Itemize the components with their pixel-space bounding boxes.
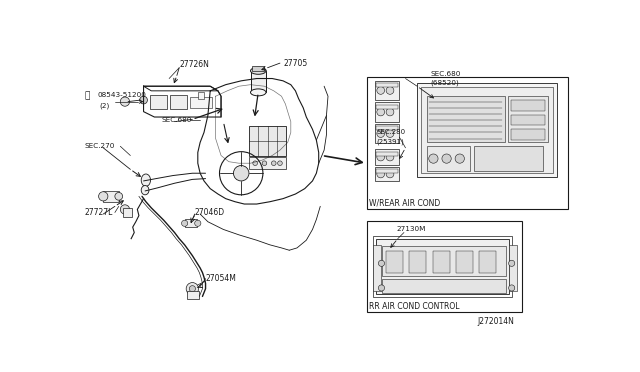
Circle shape xyxy=(253,161,257,166)
Bar xyxy=(374,124,399,143)
Text: J272014N: J272014N xyxy=(477,317,514,326)
Text: 08543-51200: 08543-51200 xyxy=(97,93,146,99)
Circle shape xyxy=(99,192,108,201)
Text: RR AIR COND CONTROL: RR AIR COND CONTROL xyxy=(369,302,460,311)
Bar xyxy=(376,126,397,130)
Circle shape xyxy=(182,220,188,226)
Bar xyxy=(382,279,506,293)
Circle shape xyxy=(271,161,276,166)
Text: SEC.280: SEC.280 xyxy=(376,129,405,135)
Bar xyxy=(410,251,426,273)
Circle shape xyxy=(442,154,451,163)
Circle shape xyxy=(377,87,385,94)
Text: (2): (2) xyxy=(99,102,109,109)
Text: SEC.680: SEC.680 xyxy=(161,117,192,123)
Circle shape xyxy=(509,260,515,266)
Circle shape xyxy=(455,154,465,163)
Bar xyxy=(479,251,496,273)
Bar xyxy=(249,157,286,169)
Bar xyxy=(374,150,399,165)
Bar xyxy=(386,251,403,273)
Bar xyxy=(367,77,568,209)
Bar xyxy=(417,83,557,177)
Circle shape xyxy=(115,192,123,200)
Circle shape xyxy=(386,108,394,116)
Text: W/REAR AIR COND: W/REAR AIR COND xyxy=(369,199,440,208)
Bar xyxy=(198,92,204,99)
Text: 27726N: 27726N xyxy=(179,60,209,69)
Text: 27054M: 27054M xyxy=(205,274,236,283)
Circle shape xyxy=(377,130,385,137)
Bar xyxy=(374,81,399,100)
Bar xyxy=(252,66,264,71)
Circle shape xyxy=(378,285,385,291)
Bar xyxy=(376,169,397,173)
Text: 27727L: 27727L xyxy=(84,208,113,217)
Bar xyxy=(421,87,553,173)
Bar xyxy=(170,96,187,109)
Circle shape xyxy=(140,96,147,104)
Bar xyxy=(250,71,266,92)
Text: 27705: 27705 xyxy=(283,59,307,68)
Bar xyxy=(184,219,197,227)
Bar xyxy=(509,245,517,291)
Bar xyxy=(433,251,450,273)
Bar xyxy=(373,235,513,297)
Bar xyxy=(428,146,470,171)
Bar xyxy=(367,221,522,312)
Circle shape xyxy=(234,166,249,181)
Circle shape xyxy=(278,161,282,166)
Circle shape xyxy=(189,286,195,292)
Bar xyxy=(374,102,399,122)
Circle shape xyxy=(386,87,394,94)
Bar xyxy=(376,105,397,109)
Bar xyxy=(190,97,212,108)
Bar xyxy=(123,208,132,217)
Circle shape xyxy=(195,220,201,226)
Circle shape xyxy=(120,205,129,214)
Ellipse shape xyxy=(250,89,266,96)
Bar xyxy=(511,100,545,111)
Circle shape xyxy=(386,130,394,137)
Bar xyxy=(508,96,548,142)
Ellipse shape xyxy=(141,174,150,186)
Circle shape xyxy=(509,285,515,291)
Bar xyxy=(249,126,286,155)
Text: SEC.270: SEC.270 xyxy=(84,143,115,149)
Circle shape xyxy=(429,154,438,163)
Circle shape xyxy=(386,153,394,161)
Bar xyxy=(103,191,119,202)
Bar xyxy=(376,152,397,155)
Bar xyxy=(373,245,381,291)
Bar xyxy=(150,96,167,109)
Ellipse shape xyxy=(141,186,149,195)
Circle shape xyxy=(378,260,385,266)
Circle shape xyxy=(377,170,385,178)
Bar xyxy=(511,115,545,125)
Bar xyxy=(474,146,543,171)
Text: (68520): (68520) xyxy=(430,80,459,86)
Bar xyxy=(456,251,473,273)
Bar xyxy=(187,291,199,299)
Bar xyxy=(428,96,505,142)
Text: Ⓢ: Ⓢ xyxy=(84,91,90,100)
Bar xyxy=(376,83,397,87)
Ellipse shape xyxy=(250,67,266,74)
Text: 27130M: 27130M xyxy=(396,227,426,232)
Bar xyxy=(374,167,399,181)
Text: 27046D: 27046D xyxy=(195,208,225,217)
Text: SEC.680: SEC.680 xyxy=(430,71,461,77)
Bar xyxy=(511,129,545,140)
Circle shape xyxy=(120,97,129,106)
Circle shape xyxy=(386,170,394,178)
Bar xyxy=(382,246,506,276)
Circle shape xyxy=(377,153,385,161)
Circle shape xyxy=(377,108,385,116)
Bar xyxy=(376,239,509,294)
Circle shape xyxy=(186,283,198,295)
Text: (25391): (25391) xyxy=(376,138,404,145)
Circle shape xyxy=(262,161,267,166)
